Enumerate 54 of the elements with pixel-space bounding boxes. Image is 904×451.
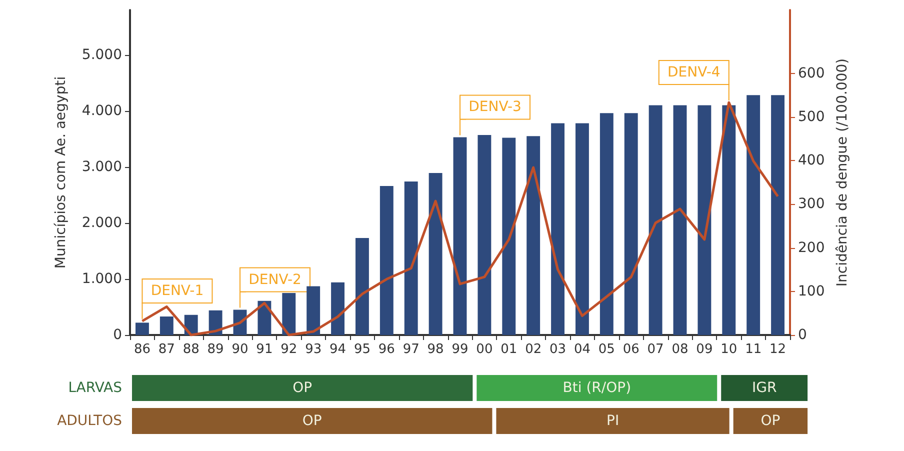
x-tick-label: 01 <box>500 342 518 357</box>
x-tick-label: 11 <box>745 342 762 357</box>
x-tick-label: 90 <box>232 342 248 357</box>
y-tick-label: 5.000 <box>82 46 122 63</box>
x-tick-label: 89 <box>207 342 224 357</box>
x-tick-label: 98 <box>427 342 444 357</box>
y-axis-title: Municípios com Ae. aegypti <box>53 76 69 269</box>
text: ADULTOS <box>57 413 122 429</box>
x-tick-label: 04 <box>574 342 590 357</box>
text: Bti (R/OP) <box>562 380 632 396</box>
x-tick-label: 91 <box>256 342 273 357</box>
x-tick-label: 95 <box>354 342 370 357</box>
x-tick-label: 86 <box>134 342 150 357</box>
x-tick-label: 99 <box>452 342 468 357</box>
y2-tick-label: 600 <box>798 65 825 82</box>
annotation: DENV-2 <box>248 272 302 288</box>
text: PI <box>606 413 620 429</box>
y-tick-label: 1.000 <box>82 270 122 287</box>
x-tick-label: 94 <box>330 342 346 357</box>
x-tick-label: 00 <box>476 342 493 357</box>
x-tick-label: 05 <box>598 342 615 357</box>
y-tick-label: 4.000 <box>82 102 122 119</box>
text: OP <box>302 413 322 429</box>
x-tick-label: 88 <box>182 342 200 357</box>
x-tick-label: 09 <box>696 342 713 357</box>
text: OP <box>292 380 312 396</box>
x-tick-label: 12 <box>770 342 786 357</box>
text: IGR <box>752 380 777 396</box>
annotation: DENV-1 <box>150 283 204 300</box>
annotation: DENV-3 <box>468 99 522 116</box>
x-tick-label: 87 <box>158 342 175 357</box>
y-tick-label: 0 <box>113 327 122 343</box>
x-tick-label: 08 <box>672 342 688 357</box>
x-tick-label: 93 <box>305 342 322 357</box>
y2-tick-label: 300 <box>798 196 825 212</box>
y-tick-label: 3.000 <box>82 158 122 175</box>
y2-tick-label: 500 <box>798 108 825 125</box>
x-tick-label: 02 <box>525 342 542 357</box>
x-tick-label: 10 <box>720 342 738 357</box>
x-tick-label: 92 <box>280 342 298 357</box>
x-tick-label: 07 <box>647 342 664 357</box>
y2-tick-label: 100 <box>798 283 825 300</box>
x-tick-label: 06 <box>622 342 640 357</box>
y2-tick-label: 200 <box>798 240 825 256</box>
x-tick-label: 03 <box>550 342 566 357</box>
text: LARVAS <box>68 380 122 396</box>
y2-axis-title: Incidência de dengue (/100.000) <box>834 58 851 287</box>
y2-tick-label: 400 <box>798 152 825 169</box>
annotation: DENV-4 <box>667 64 720 80</box>
x-tick-label: 96 <box>378 342 395 357</box>
y-tick-label: 2.000 <box>82 214 122 231</box>
y2-tick-label: 0 <box>798 327 807 343</box>
text: OP <box>760 413 780 429</box>
x-tick-label: 97 <box>402 342 420 357</box>
